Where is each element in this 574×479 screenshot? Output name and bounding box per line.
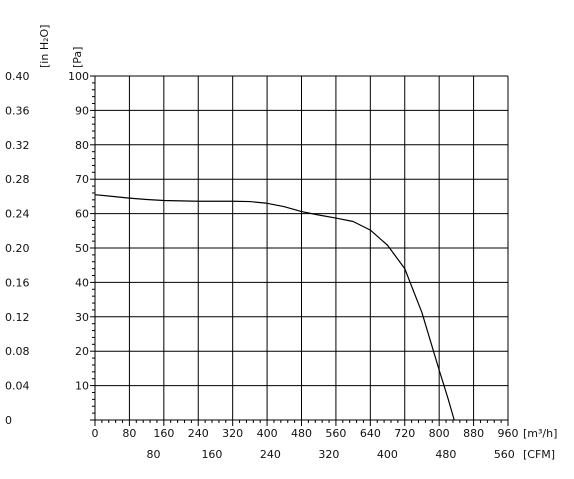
x-tick-label-m3h: 320	[222, 427, 243, 440]
y-tick-label-in-h2o: 0.04	[5, 380, 30, 393]
x-unit-cfm: [CFM]	[523, 448, 555, 461]
series-group	[94, 194, 455, 421]
y-tick-label-in-h2o: 0.36	[5, 104, 30, 117]
x-tick-label-m3h: 880	[463, 427, 484, 440]
x-tick-label-cfm: 240	[260, 448, 281, 461]
x-tick-label-m3h: 560	[325, 427, 346, 440]
x-tick-label-m3h: 720	[394, 427, 415, 440]
y-tick-label-pa: 80	[75, 139, 89, 152]
minor-ticks	[90, 75, 509, 426]
grid-lines	[94, 75, 509, 421]
y-tick-label-pa: 50	[75, 242, 89, 255]
y-tick-label-pa: 70	[75, 173, 89, 186]
y-tick-label-in-h2o: 0.20	[5, 242, 30, 255]
x-tick-label-cfm: 560	[494, 448, 515, 461]
y-tick-label-in-h2o: 0.12	[5, 311, 30, 324]
y-tick-label-in-h2o: 0.08	[5, 345, 30, 358]
x-tick-label-m3h: 480	[291, 427, 312, 440]
x-tick-label-cfm: 160	[201, 448, 222, 461]
y-tick-label-in-h2o: 0.24	[5, 208, 30, 221]
x-unit-m3h: [m³/h]	[523, 427, 557, 440]
x-tick-label-m3h: 960	[498, 427, 519, 440]
y-tick-label-in-h2o: 0.16	[5, 276, 30, 289]
y-unit-pa: [Pa]	[71, 47, 84, 68]
x-tick-label-m3h: 80	[122, 427, 136, 440]
x-tick-label-cfm: 320	[318, 448, 339, 461]
x-tick-label-m3h: 0	[92, 427, 99, 440]
x-tick-label-m3h: 400	[257, 427, 278, 440]
y-unit-in-h2o: [in H₂O]	[38, 25, 51, 68]
y-tick-label-pa: 90	[75, 104, 89, 117]
y-tick-label-pa: 40	[75, 276, 89, 289]
y-tick-label-in-h2o: 0.32	[5, 139, 30, 152]
x-tick-label-m3h: 240	[188, 427, 209, 440]
fan-curve-line	[94, 194, 455, 421]
x-tick-labels: 0 80 160 240 320 400 480 560 640 720 800 880 960 80 16…	[92, 427, 519, 461]
y-tick-labels: 0 0.04 10 0.08 20 0.12 30 0.16 40 0.20 50 0.24 60 0.2…	[5, 70, 89, 427]
x-tick-label-cfm: 80	[146, 448, 160, 461]
y-tick-label-pa: 10	[75, 380, 89, 393]
x-tick-label-m3h: 160	[153, 427, 174, 440]
x-tick-label-cfm: 480	[435, 448, 456, 461]
y-tick-label-pa: 20	[75, 345, 89, 358]
y-tick-label-pa: 60	[75, 208, 89, 221]
x-tick-label-m3h: 800	[429, 427, 450, 440]
x-tick-label-m3h: 640	[360, 427, 381, 440]
x-tick-label-cfm: 400	[377, 448, 398, 461]
y-tick-label-pa: 100	[68, 70, 89, 83]
y-tick-label-pa: 30	[75, 311, 89, 324]
y-tick-label-in-h2o: 0.28	[5, 173, 30, 186]
y-tick-label-in-h2o: 0	[5, 414, 12, 427]
y-tick-label-in-h2o: 0.40	[5, 70, 30, 83]
